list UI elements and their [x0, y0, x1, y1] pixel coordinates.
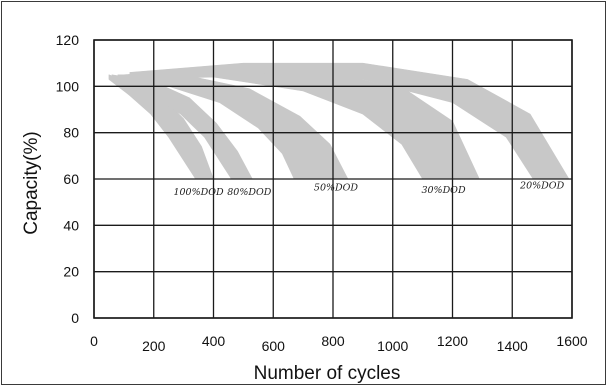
y-tick-label: 100 — [56, 78, 80, 94]
dod-label: 100%DOD — [173, 187, 224, 198]
x-tick-label: 0 — [90, 333, 98, 349]
x-axis-label: Number of cycles — [254, 363, 401, 384]
grid-lines — [93, 39, 573, 319]
dod-label: 50%DOD — [314, 183, 359, 194]
x-tick-label: 1000 — [377, 338, 408, 354]
dod-labels: 100%DOD 80%DOD 50%DOD 30%DOD 20%DOD — [173, 180, 564, 198]
x-tick-label: 400 — [202, 333, 226, 349]
y-tick-label: 120 — [56, 32, 80, 48]
y-axis-label: Capacity(%) — [21, 131, 42, 234]
x-tick-label: 1400 — [497, 338, 528, 354]
plot-area-border — [93, 39, 573, 319]
x-tick-label: 1200 — [437, 333, 468, 349]
y-tick-labels: 0 20 40 60 80 100 120 — [56, 32, 80, 326]
y-tick-label: 40 — [63, 217, 79, 233]
dod-bands — [108, 62, 570, 180]
x-tick-label: 600 — [262, 338, 286, 354]
x-tick-label: 200 — [142, 338, 166, 354]
dod-label: 80%DOD — [227, 187, 272, 198]
dod-label: 30%DOD — [421, 185, 466, 196]
y-tick-label: 60 — [63, 171, 79, 187]
y-tick-label: 80 — [63, 125, 79, 141]
x-tick-label: 800 — [321, 333, 345, 349]
y-tick-label: 20 — [63, 264, 79, 280]
x-tick-labels: 0 200 400 600 800 1000 1200 1400 1600 — [90, 333, 588, 354]
x-tick-label: 1600 — [556, 333, 587, 349]
y-tick-label: 0 — [71, 310, 79, 326]
dod-label: 20%DOD — [519, 180, 565, 191]
